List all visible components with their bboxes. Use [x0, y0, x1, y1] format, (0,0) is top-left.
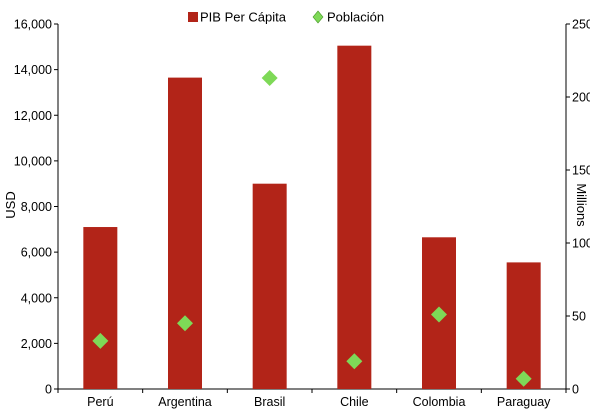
legend-label-pib: PIB Per Cápita — [200, 10, 287, 25]
legend: PIB Per Cápita Población — [188, 10, 384, 25]
marker-poblacion-paraguay — [515, 370, 532, 387]
marker-poblacion-argentina — [177, 315, 193, 332]
y-right-tick-label: 200 — [572, 91, 590, 105]
bar-pib-argentina — [168, 77, 202, 389]
y-axis-right-title: Millions — [574, 183, 589, 227]
y-left-tick-label: 12,000 — [14, 109, 52, 123]
tick-labels: 0 2,000 4,000 6,000 8,000 10,000 12,000 14,000 1… — [14, 18, 590, 409]
axes — [54, 23, 570, 393]
bar-pib-perú — [83, 227, 118, 389]
legend-swatch-pib — [188, 12, 198, 22]
y-right-tick-label: 50 — [572, 310, 586, 324]
marker-poblacion-chile — [346, 353, 363, 370]
y-left-tick-label: 0 — [45, 383, 52, 397]
bars — [83, 45, 541, 389]
bar-pib-paraguay — [506, 262, 541, 389]
y-right-tick-label: 0 — [572, 383, 579, 397]
bar-pib-chile — [337, 45, 372, 389]
y-axis-left-title: USD — [3, 191, 18, 218]
x-tick-label: Perú — [87, 395, 113, 409]
y-left-tick-label: 14,000 — [14, 63, 52, 77]
y-left-tick-label: 10,000 — [14, 154, 52, 168]
y-left-tick-label: 2,000 — [21, 337, 52, 351]
markers — [92, 70, 532, 387]
y-left-tick-label: 4,000 — [21, 291, 52, 305]
x-tick-label: Paraguay — [497, 395, 551, 409]
x-tick-label: Brasil — [254, 395, 285, 409]
y-left-tick-label: 8,000 — [21, 200, 52, 214]
legend-label-poblacion: Población — [327, 10, 384, 25]
x-tick-label: Argentina — [158, 395, 212, 409]
y-left-tick-label: 16,000 — [14, 18, 52, 32]
marker-poblacion-brasil — [261, 70, 278, 87]
y-right-tick-label: 250 — [572, 18, 590, 32]
bar-pib-brasil — [252, 183, 287, 389]
x-tick-label: Chile — [340, 395, 369, 409]
y-right-tick-label: 150 — [572, 164, 590, 178]
y-left-tick-label: 6,000 — [21, 246, 52, 260]
x-tick-label: Colombia — [413, 395, 466, 409]
marker-poblacion-perú — [92, 332, 109, 349]
marker-poblacion-colombia — [431, 306, 447, 323]
y-right-tick-label: 100 — [572, 237, 590, 251]
legend-diamond-poblacion — [312, 10, 324, 24]
